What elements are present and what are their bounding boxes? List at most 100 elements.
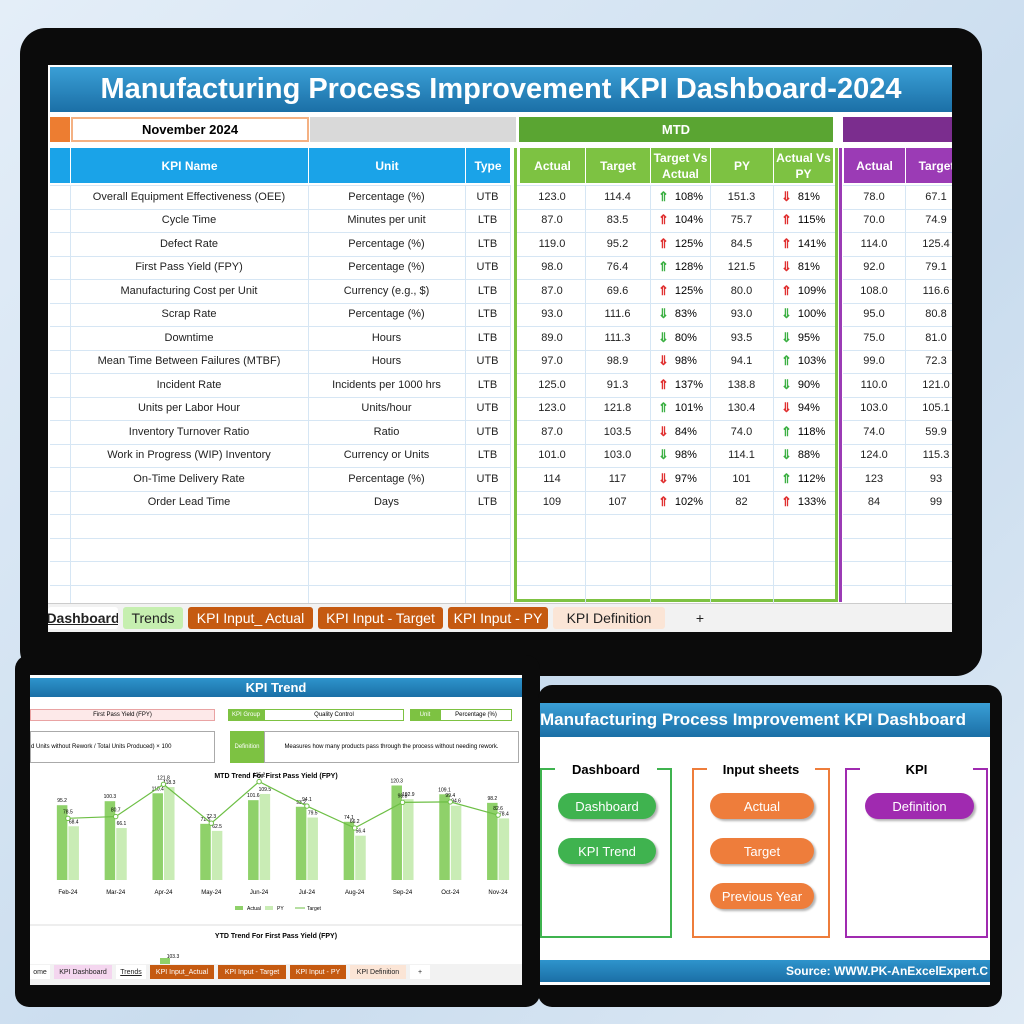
sheet-tab[interactable]: KPI Input_ Actual	[188, 607, 313, 629]
nav-button[interactable]: KPI Trend	[558, 838, 656, 864]
ratio-cell: ⇑ 102%	[650, 491, 710, 515]
cell: 89.0	[541, 331, 563, 344]
kpi-box[interactable]: First Pass Yield (FPY)	[30, 709, 215, 721]
data-label: 110.4	[152, 786, 164, 792]
sheet-tab[interactable]: Dashboard	[48, 607, 118, 629]
arrow-up: ⇑	[658, 376, 669, 392]
sheet-tab[interactable]: Trends	[116, 965, 146, 979]
bar	[307, 817, 318, 880]
cell: Hours	[371, 355, 402, 368]
row-line	[843, 208, 952, 210]
ratio: 101%	[674, 402, 704, 415]
nav-button[interactable]: Dashboard	[558, 793, 656, 819]
row-line	[517, 443, 835, 445]
row-line	[843, 255, 952, 257]
cell: 95.0	[863, 308, 885, 321]
cell: Mean Time Between Failures (MTBF)	[97, 355, 281, 368]
nav-button[interactable]: Definition	[865, 793, 974, 819]
cell: Incident Rate	[156, 378, 222, 391]
cell: Percentage (%)	[348, 261, 425, 274]
ratio-cell: ⇓ 90%	[773, 373, 833, 397]
arrow-up: ⇑	[658, 212, 669, 228]
data-label: 62.5	[212, 824, 222, 830]
sheet-tab[interactable]: Trends	[123, 607, 183, 629]
target-point	[208, 820, 215, 826]
row-line	[50, 302, 510, 304]
cell: 91.3	[606, 378, 629, 391]
target-point	[256, 778, 262, 785]
x-tick-label: May-24	[201, 890, 222, 896]
arrow-down: ⇓	[781, 306, 792, 322]
data-label: 94.6	[451, 799, 461, 805]
ytd-bar	[160, 958, 170, 968]
row-line	[843, 420, 952, 421]
sheet-tab[interactable]: KPI Definition	[350, 965, 406, 979]
cell: 98.0	[541, 261, 563, 274]
arrow-down: ⇓	[658, 447, 669, 463]
col-line	[465, 185, 466, 605]
nav-button[interactable]: Previous Year	[710, 883, 814, 909]
cell: Percentage (%)	[348, 237, 425, 250]
sheet-tab[interactable]: ome	[30, 965, 50, 979]
cell: Days	[373, 496, 400, 509]
ratio-cell: ⇑ 118%	[773, 420, 833, 444]
sheet-tab[interactable]: +	[410, 965, 430, 979]
ratio: 125%	[674, 237, 704, 250]
x-tick-label: Nov-24	[488, 890, 508, 896]
mtd-column-header: Actual Vs PY	[773, 148, 833, 183]
cell: 138.8	[727, 378, 756, 391]
sheet-tab[interactable]: KPI Dashboard	[54, 965, 112, 979]
row-line	[517, 420, 835, 421]
column-header: Type	[465, 148, 510, 183]
cell: 87.0	[541, 214, 563, 227]
data-label: 71.5	[201, 817, 211, 823]
sheet-tab[interactable]: KPI Input - Target	[318, 607, 443, 629]
row-line	[843, 279, 952, 280]
sheet-tab[interactable]: KPI Input - Target	[218, 965, 286, 979]
cell: 101	[732, 472, 751, 485]
row-line	[517, 208, 835, 210]
sheet-tab[interactable]: KPI Input - PY	[290, 965, 346, 979]
row-line	[843, 302, 952, 304]
cell: 111.3	[604, 331, 631, 344]
cell: Scrap Rate	[161, 308, 217, 321]
month[interactable]: November 2024	[71, 117, 309, 142]
cell: 82	[735, 496, 748, 509]
cell: 79.1	[925, 261, 947, 274]
orange-marker	[50, 117, 70, 142]
data-label: 100.3	[104, 794, 117, 800]
arrow-up: ⇑	[658, 188, 669, 204]
data-label: 72.3	[206, 814, 216, 820]
nav-button[interactable]: Actual	[710, 793, 814, 819]
bar	[487, 802, 498, 880]
sheet-tab[interactable]: KPI Definition	[553, 607, 665, 629]
target-point	[160, 781, 167, 788]
cell: 76.4	[606, 261, 629, 274]
cell: 103.0	[860, 402, 888, 415]
sheet-tab[interactable]: KPI Input_Actual	[150, 965, 214, 979]
row-line	[517, 302, 835, 304]
ratio-cell: ⇓ 81%	[773, 185, 833, 209]
cell: 99	[929, 496, 943, 509]
cell: 75.7	[730, 214, 753, 227]
ratio: 84%	[674, 425, 697, 438]
cell: LTB	[477, 449, 498, 462]
cell: 98.9	[606, 355, 629, 368]
cell: 115.3	[922, 449, 950, 462]
cell: 87.0	[541, 425, 563, 438]
ratio-cell: ⇑ 108%	[650, 185, 710, 209]
sheet-tab[interactable]: KPI Input - PY	[448, 607, 548, 629]
ytd-bar	[843, 117, 952, 142]
home-title: Manufacturing Process Improvement KPI Da…	[540, 703, 990, 737]
arrow-up: ⇑	[781, 235, 792, 251]
gap	[310, 117, 516, 142]
ratio-cell: ⇑ 112%	[773, 467, 833, 491]
arrow-up: ⇑	[781, 470, 792, 486]
sheet-tab[interactable]: +	[695, 610, 705, 626]
nav-button[interactable]: Target	[710, 838, 814, 864]
mtd-column-header: PY	[710, 148, 773, 183]
row-line	[50, 537, 510, 539]
cell: 114.1	[728, 449, 755, 462]
x-tick-label: Jul-24	[299, 890, 316, 896]
row-line	[843, 373, 952, 374]
